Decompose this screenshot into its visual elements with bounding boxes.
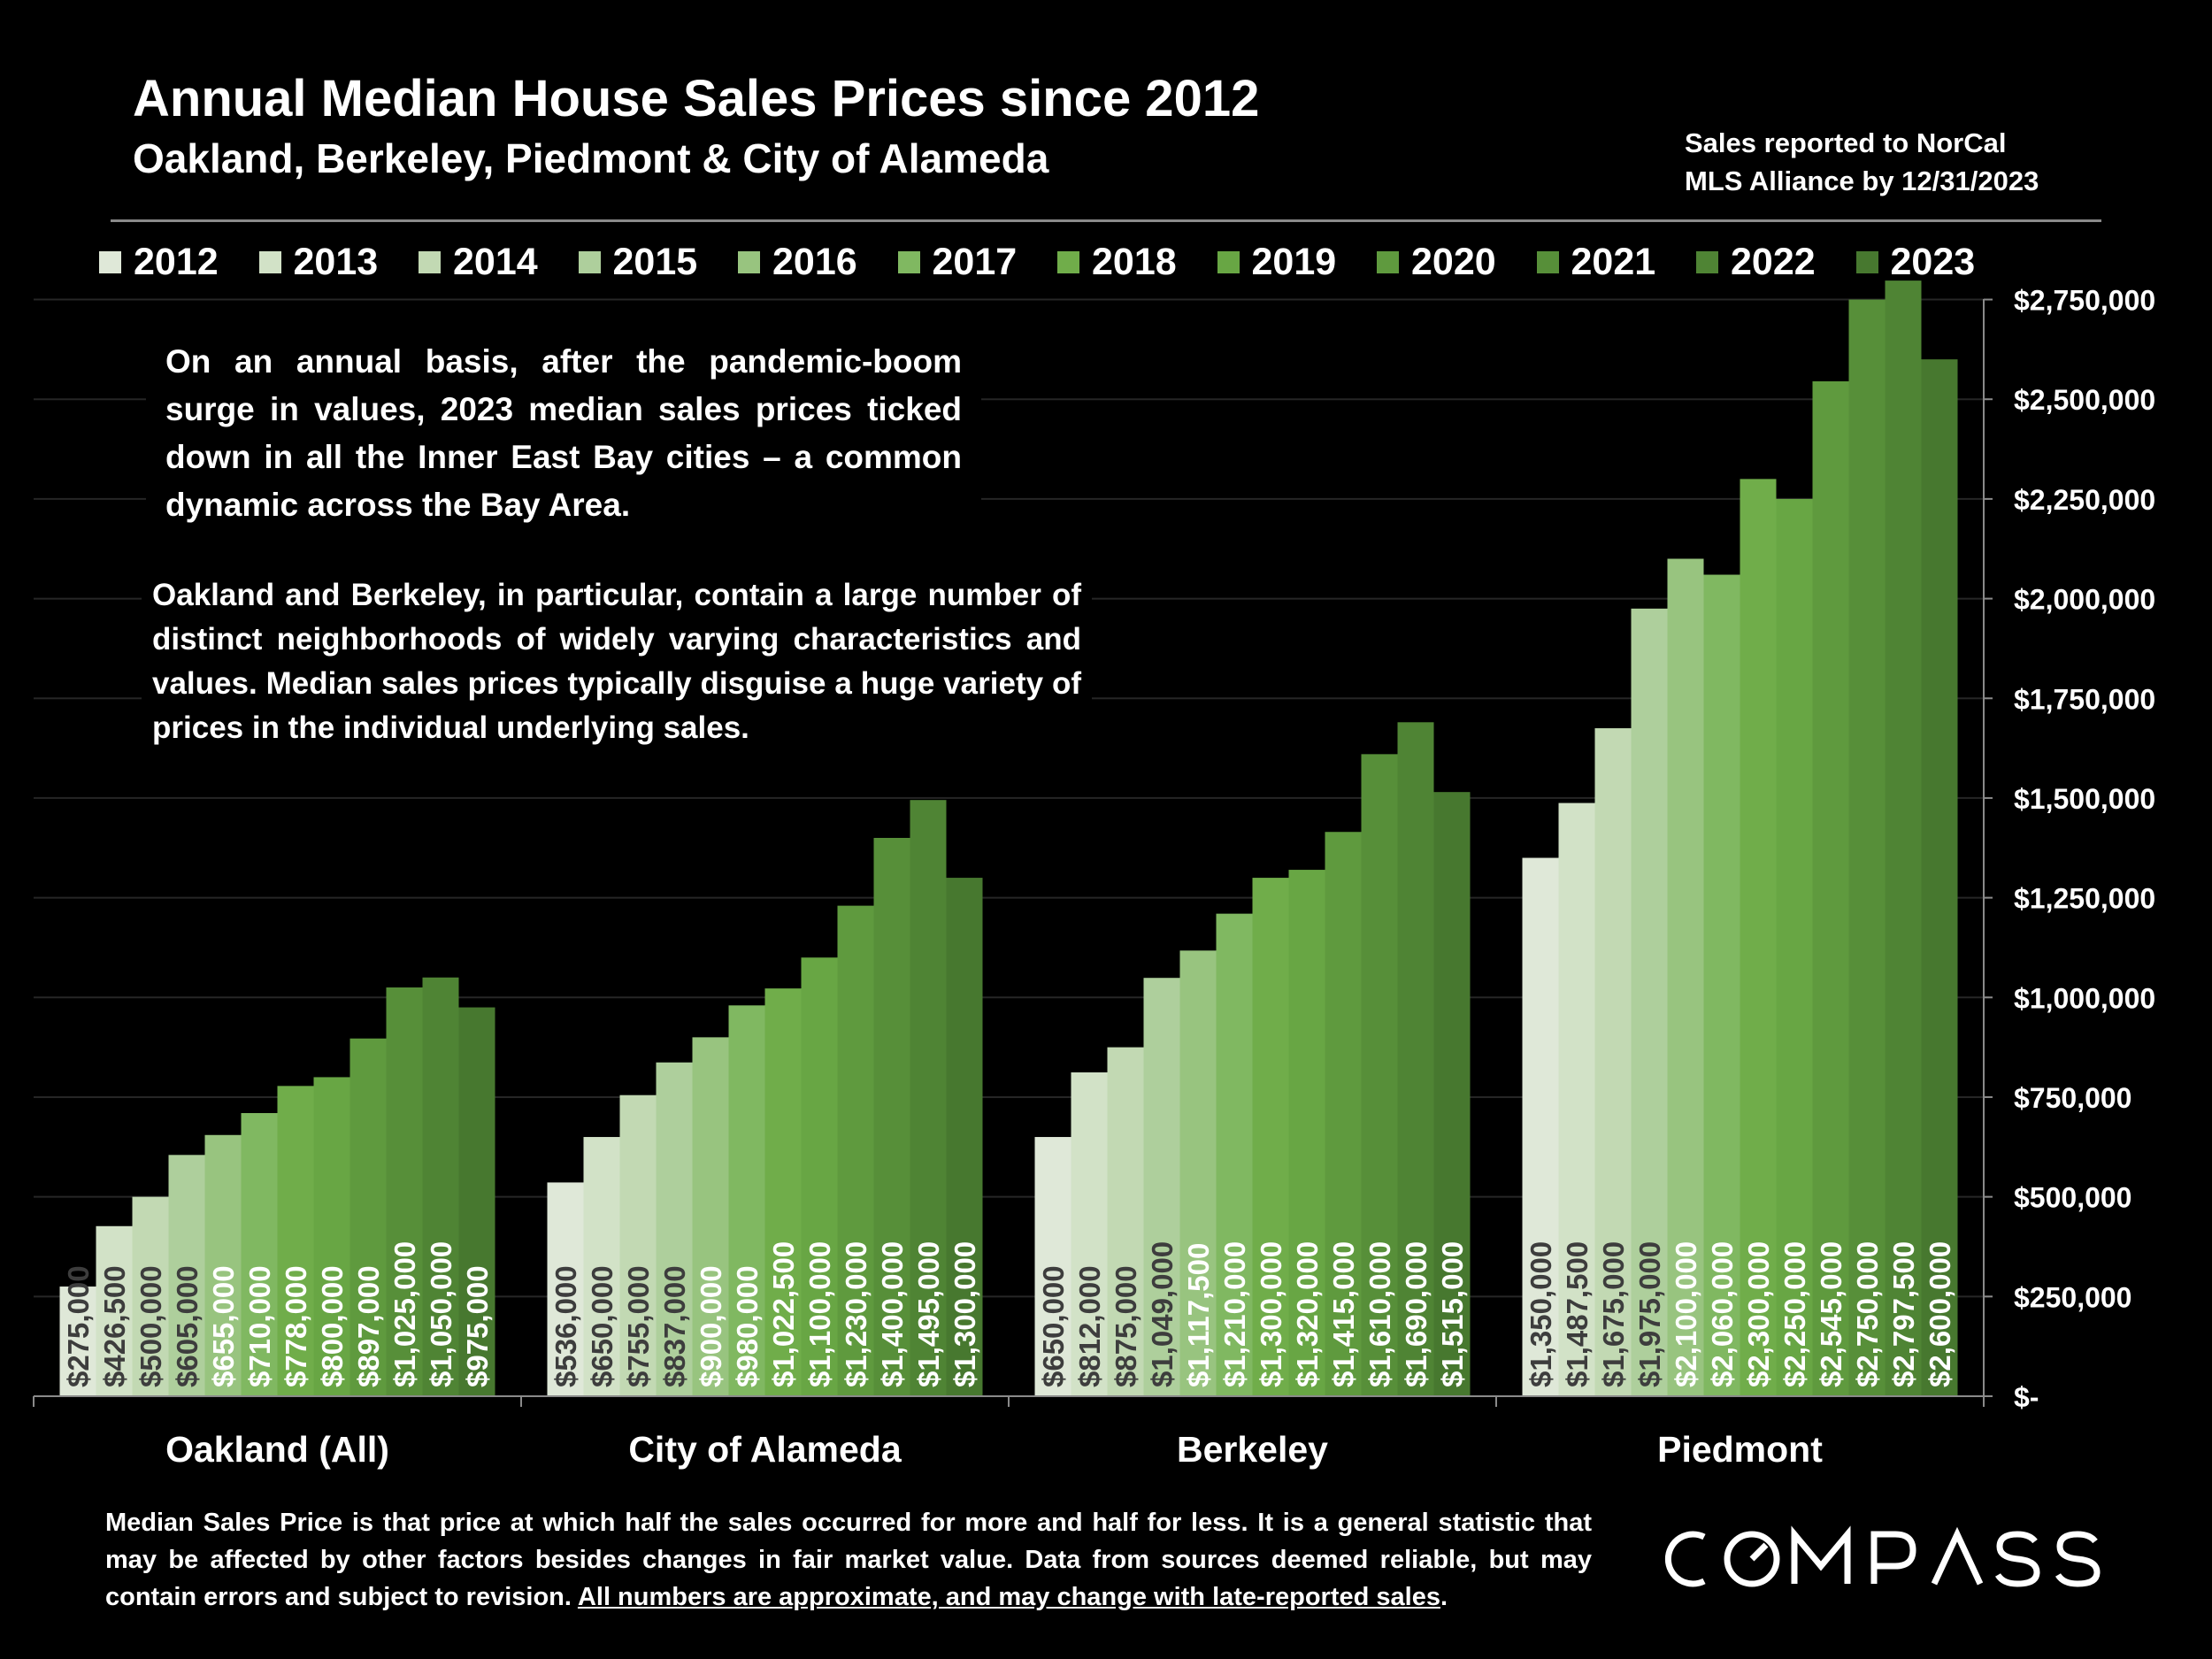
data-label: $1,415,000 bbox=[1327, 1241, 1360, 1387]
data-label: $2,797,500 bbox=[1887, 1241, 1920, 1387]
data-label: $1,515,000 bbox=[1436, 1241, 1469, 1387]
data-label: $755,000 bbox=[622, 1265, 655, 1387]
data-label: $650,000 bbox=[1037, 1265, 1070, 1387]
data-label: $655,000 bbox=[207, 1265, 240, 1387]
data-label: $2,750,000 bbox=[1851, 1241, 1884, 1387]
y-tick-label: $2,500,000 bbox=[2014, 384, 2155, 416]
y-tick-label: $1,750,000 bbox=[2014, 683, 2155, 715]
footer-end: . bbox=[1440, 1583, 1448, 1611]
data-label: $837,000 bbox=[658, 1265, 691, 1387]
y-tick-label: $- bbox=[2014, 1381, 2039, 1413]
data-label: $1,690,000 bbox=[1400, 1241, 1432, 1387]
data-label: $710,000 bbox=[243, 1265, 276, 1387]
data-label: $2,060,000 bbox=[1706, 1241, 1739, 1387]
data-label: $1,100,000 bbox=[803, 1241, 836, 1387]
y-tick-label: $1,500,000 bbox=[2014, 783, 2155, 815]
data-label: $1,300,000 bbox=[949, 1241, 981, 1387]
footer-underlined-text: All numbers are approximate, and may cha… bbox=[578, 1583, 1440, 1611]
data-label: $2,100,000 bbox=[1670, 1241, 1702, 1387]
annotation-pandemic-note: On an annual basis, after the pandemic-b… bbox=[146, 331, 981, 536]
bar-2023-3 bbox=[1922, 359, 1958, 1396]
x-category-label: Berkeley bbox=[1177, 1429, 1328, 1470]
y-tick-label: $500,000 bbox=[2014, 1182, 2131, 1214]
y-tick-label: $750,000 bbox=[2014, 1082, 2131, 1114]
bar-2022-3 bbox=[1886, 280, 1922, 1396]
data-label: $812,000 bbox=[1073, 1265, 1106, 1387]
annotation-neighborhoods-note: Oakland and Berkeley, in particular, con… bbox=[142, 566, 1092, 757]
data-label: $1,610,000 bbox=[1363, 1241, 1396, 1387]
data-label: $2,600,000 bbox=[1924, 1241, 1956, 1387]
data-label: $800,000 bbox=[316, 1265, 349, 1387]
data-label: $778,000 bbox=[280, 1265, 312, 1387]
bar-chart: $275,000 $536,000 $650,000 $1,350,000$426,5… bbox=[0, 0, 2212, 1659]
data-label: $1,975,000 bbox=[1633, 1241, 1666, 1387]
y-tick-label: $1,000,000 bbox=[2014, 982, 2155, 1014]
footer-disclaimer: Median Sales Price is that price at whic… bbox=[105, 1504, 1592, 1616]
data-label: $500,000 bbox=[134, 1265, 167, 1387]
data-label: $426,500 bbox=[98, 1265, 131, 1387]
data-label: $1,320,000 bbox=[1291, 1241, 1324, 1387]
data-label: $1,487,500 bbox=[1561, 1241, 1594, 1387]
data-label: $975,000 bbox=[461, 1265, 494, 1387]
data-label: $2,300,000 bbox=[1742, 1241, 1775, 1387]
y-tick-label: $2,000,000 bbox=[2014, 584, 2155, 616]
data-label: $897,000 bbox=[352, 1265, 385, 1387]
data-label: $1,210,000 bbox=[1218, 1241, 1251, 1387]
y-tick-label: $2,250,000 bbox=[2014, 484, 2155, 516]
data-label: $1,049,000 bbox=[1146, 1241, 1179, 1387]
y-tick-label: $1,250,000 bbox=[2014, 883, 2155, 915]
data-label: $275,000 bbox=[62, 1265, 95, 1387]
data-label: $980,000 bbox=[731, 1265, 764, 1387]
data-label: $1,025,000 bbox=[388, 1241, 421, 1387]
data-label: $2,250,000 bbox=[1778, 1241, 1811, 1387]
data-label: $2,545,000 bbox=[1815, 1241, 1847, 1387]
data-label: $900,000 bbox=[695, 1265, 727, 1387]
data-label: $1,675,000 bbox=[1597, 1241, 1630, 1387]
data-label: $1,230,000 bbox=[840, 1241, 872, 1387]
data-label: $1,495,000 bbox=[912, 1241, 945, 1387]
x-category-label: City of Alameda bbox=[628, 1429, 902, 1470]
compass-logo bbox=[1653, 1524, 2131, 1594]
bar-2021-3 bbox=[1849, 300, 1886, 1396]
x-category-label: Piedmont bbox=[1657, 1429, 1823, 1470]
data-label: $1,350,000 bbox=[1525, 1241, 1557, 1387]
data-label: $650,000 bbox=[586, 1265, 618, 1387]
data-label: $875,000 bbox=[1110, 1265, 1142, 1387]
data-label: $1,400,000 bbox=[876, 1241, 909, 1387]
y-tick-label: $250,000 bbox=[2014, 1281, 2131, 1313]
data-label: $1,022,500 bbox=[767, 1241, 800, 1387]
y-tick-label: $2,750,000 bbox=[2014, 285, 2155, 317]
data-label: $536,000 bbox=[549, 1265, 582, 1387]
data-label: $1,300,000 bbox=[1255, 1241, 1287, 1387]
data-label: $605,000 bbox=[171, 1265, 204, 1387]
data-label: $1,117,500 bbox=[1182, 1243, 1215, 1387]
x-category-label: Oakland (All) bbox=[165, 1429, 389, 1470]
data-label: $1,050,000 bbox=[425, 1241, 457, 1387]
